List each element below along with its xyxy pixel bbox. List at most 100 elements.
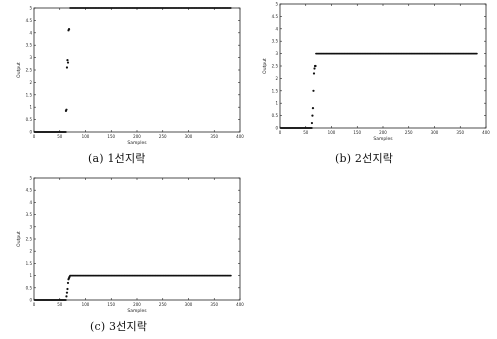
chart-c-svg: 0 50 100 150 200 250 300 350 400 0 0.5 1 1.5 2 2.5 3 3.5…: [16, 176, 244, 315]
y-tick-label: 5: [29, 176, 32, 181]
plot-frame: [33, 177, 241, 301]
y-tick-label: 0.5: [26, 285, 33, 290]
x-tick-label: 50: [57, 134, 63, 139]
y-axis-title: Output: [16, 231, 22, 247]
x-tick-label: 250: [159, 134, 167, 139]
data-point: [311, 114, 314, 117]
y-tick-label: 0.5: [26, 117, 33, 122]
y-tick-label: 1: [275, 101, 278, 106]
y-tick-label: 3.5: [272, 39, 279, 44]
x-axis-title: Samples: [373, 136, 393, 142]
x-tick-label: 100: [82, 134, 90, 139]
data-point: [311, 107, 315, 110]
data-series: [279, 52, 478, 129]
y-tick-label: 1.5: [26, 261, 33, 266]
y-tick-label: 3.5: [26, 43, 33, 48]
x-tick-label: 350: [456, 130, 464, 135]
data-point: [314, 64, 317, 68]
x-tick-label: 300: [185, 134, 193, 139]
x-tick-label: 150: [107, 302, 115, 307]
data-point: [65, 66, 69, 69]
data-series: [33, 274, 232, 301]
x-tick-label: 150: [107, 134, 115, 139]
y-tick-label: 4: [275, 26, 278, 31]
x-tick-label: 400: [236, 302, 244, 307]
data-point: [65, 291, 69, 294]
chart-panel-b: 0 50 100 150 200 250 300 350 400 0 0.5 1 1.5 2 2.5 3 3.5…: [260, 2, 490, 143]
data-point: [313, 67, 316, 70]
chart-panel-a: 0 50 100 150 200 250 300 350 400 0 0.5 1 1.5 2 2.5 3 3.5…: [14, 6, 244, 147]
y-tick-label: 3: [29, 224, 32, 229]
y-tick-label: 0.5: [272, 113, 279, 118]
chart-a-caption: (a) 1선지락: [88, 152, 146, 165]
x-tick-label: 200: [133, 302, 141, 307]
y-tick-label: 2.5: [272, 64, 279, 69]
y-tick-label: 0: [29, 130, 32, 135]
data-point: [66, 287, 69, 291]
y-tick-label: 3.5: [26, 212, 33, 217]
x-tick-label: 100: [328, 130, 336, 135]
y-tick-label: 3: [275, 51, 278, 56]
x-tick-label: 100: [82, 302, 90, 307]
y-tick-label: 1.5: [272, 88, 279, 93]
y-tick-label: 3: [29, 55, 32, 60]
data-point: [229, 7, 232, 9]
chart-c-caption: (c) 3선지락: [90, 320, 148, 333]
data-point: [312, 72, 316, 75]
data-point: [475, 52, 478, 55]
y-tick-label: 0: [275, 126, 278, 131]
y-tick-label: 1.5: [26, 92, 33, 97]
y-tick-label: 4.5: [26, 188, 33, 193]
x-axis-title: Samples: [127, 308, 147, 314]
x-tick-label: 0: [279, 130, 282, 135]
x-tick-label: 50: [303, 130, 309, 135]
x-tick-label: 300: [185, 302, 193, 307]
data-point: [65, 131, 67, 133]
data-point: [67, 27, 71, 31]
x-tick-label: 0: [33, 134, 36, 139]
x-tick-label: 300: [431, 130, 439, 135]
y-tick-label: 2.5: [26, 237, 33, 242]
y-axis-title: Output: [16, 62, 22, 78]
data-point: [229, 274, 232, 277]
x-tick-label: 200: [133, 134, 141, 139]
x-tick-label: 200: [379, 130, 387, 135]
x-tick-label: 350: [210, 302, 218, 307]
y-tick-label: 5: [29, 6, 32, 11]
x-tick-label: 150: [353, 130, 361, 135]
y-tick-label: 2: [29, 249, 32, 254]
chart-panel-c: 0 50 100 150 200 250 300 350 400 0 0.5 1 1.5 2 2.5 3 3.5…: [14, 176, 244, 315]
data-point: [311, 127, 313, 129]
y-tick-label: 1: [29, 105, 32, 110]
data-point: [65, 108, 68, 111]
y-tick-label: 4: [29, 30, 32, 35]
data-point: [66, 281, 70, 285]
x-tick-label: 250: [405, 130, 413, 135]
data-point: [312, 89, 315, 92]
x-axis-title: Samples: [127, 140, 147, 146]
y-tick-label: 2.5: [26, 68, 33, 73]
chart-a-svg: 0 50 100 150 200 250 300 350 400 0 0.5 1 1.5 2 2.5 3 3.5…: [16, 6, 244, 147]
data-series: [33, 7, 232, 133]
y-tick-label: 1: [29, 273, 32, 278]
x-tick-label: 350: [210, 134, 218, 139]
y-tick-label: 2: [275, 76, 278, 81]
data-point: [66, 61, 70, 64]
x-tick-label: 400: [236, 134, 244, 139]
x-tick-label: 0: [33, 302, 36, 307]
y-tick-label: 2: [29, 80, 32, 85]
plot-frame: [279, 3, 487, 129]
chart-b-svg: 0 50 100 150 200 250 300 350 400 0 0.5 1 1.5 2 2.5 3 3.5…: [262, 2, 490, 143]
y-tick-label: 4: [29, 200, 32, 205]
x-tick-label: 250: [159, 302, 167, 307]
data-point: [68, 275, 71, 278]
y-tick-label: 0: [29, 298, 32, 303]
data-point: [310, 121, 314, 125]
chart-b-caption: (b) 2선지락: [335, 152, 394, 165]
y-tick-label: 4.5: [26, 18, 33, 23]
data-point: [66, 58, 69, 62]
y-axis-title: Output: [262, 58, 268, 74]
x-tick-label: 50: [57, 302, 63, 307]
data-point: [65, 295, 68, 298]
y-tick-label: 4.5: [272, 14, 279, 19]
